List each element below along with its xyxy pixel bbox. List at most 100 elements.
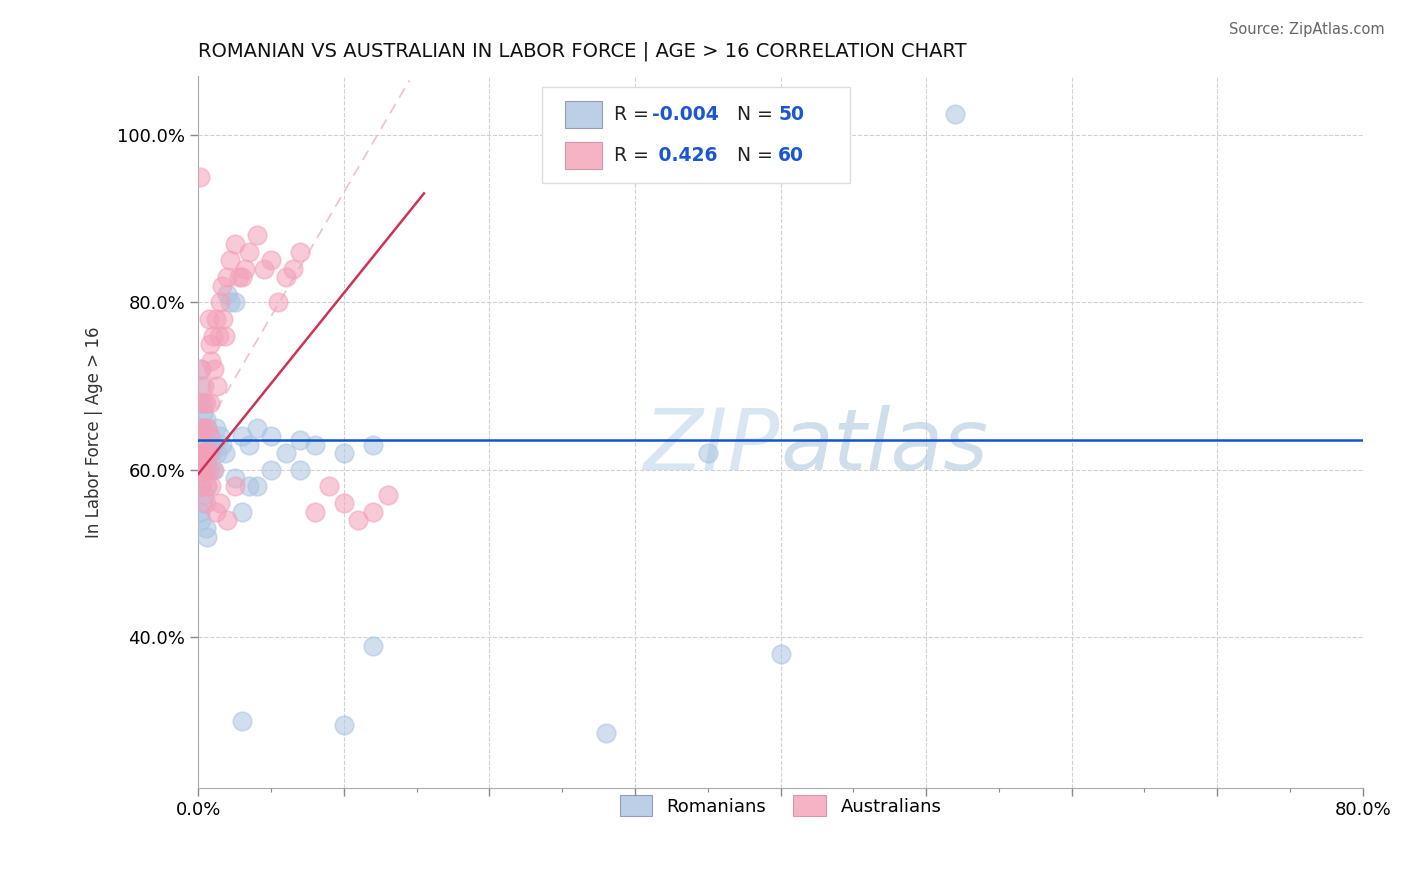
Text: 50: 50 <box>778 105 804 124</box>
Point <box>188 446 211 460</box>
Point <box>190 395 212 409</box>
Point <box>224 479 246 493</box>
Point <box>224 236 246 251</box>
Point <box>238 437 260 451</box>
Point <box>361 639 384 653</box>
Point <box>205 421 228 435</box>
Point <box>217 270 239 285</box>
Point <box>188 169 211 184</box>
Point <box>304 505 326 519</box>
Point <box>200 354 222 368</box>
Point <box>190 362 212 376</box>
Point <box>246 479 269 493</box>
Point <box>943 107 966 121</box>
Point <box>290 434 312 448</box>
Point <box>191 446 214 460</box>
Point <box>214 446 236 460</box>
Point <box>209 496 232 510</box>
Point <box>219 253 242 268</box>
Text: ROMANIAN VS AUSTRALIAN IN LABOR FORCE | AGE > 16 CORRELATION CHART: ROMANIAN VS AUSTRALIAN IN LABOR FORCE | … <box>198 42 967 62</box>
Point <box>274 270 297 285</box>
Point <box>228 270 250 285</box>
Point <box>202 362 225 376</box>
Point <box>202 463 225 477</box>
Point <box>260 463 283 477</box>
Point <box>190 379 212 393</box>
Point <box>191 463 214 477</box>
Point <box>201 463 224 477</box>
Point <box>233 261 256 276</box>
Point <box>333 496 356 510</box>
Point <box>188 446 211 460</box>
Text: -0.004: -0.004 <box>652 105 720 124</box>
Point <box>190 463 212 477</box>
Point <box>211 437 233 451</box>
Point <box>193 488 215 502</box>
Point <box>198 429 221 443</box>
Point <box>267 295 290 310</box>
Point <box>195 479 218 493</box>
Point <box>347 513 370 527</box>
Point <box>193 463 215 477</box>
Point <box>190 362 212 376</box>
Point <box>769 647 792 661</box>
Point <box>217 513 239 527</box>
FancyBboxPatch shape <box>565 142 602 169</box>
Point <box>253 261 276 276</box>
Point <box>188 395 211 409</box>
FancyBboxPatch shape <box>541 87 851 183</box>
Y-axis label: In Labor Force | Age > 16: In Labor Force | Age > 16 <box>86 326 103 538</box>
Point <box>290 463 312 477</box>
Text: 0.426: 0.426 <box>652 146 718 165</box>
Point <box>238 245 260 260</box>
Point <box>238 479 260 493</box>
Point <box>197 463 219 477</box>
Text: atlas: atlas <box>780 405 988 488</box>
Point <box>201 437 224 451</box>
Point <box>193 395 215 409</box>
Point <box>304 437 326 451</box>
Point <box>200 479 222 493</box>
Point <box>224 295 246 310</box>
Point <box>231 429 253 443</box>
Point <box>194 395 217 409</box>
Point <box>209 429 232 443</box>
Point <box>246 228 269 243</box>
Point <box>188 421 211 435</box>
Point <box>193 429 215 443</box>
Point <box>197 446 219 460</box>
Point <box>198 395 221 409</box>
Point <box>194 463 217 477</box>
Point <box>191 496 214 510</box>
Point <box>197 312 219 326</box>
Point <box>224 471 246 485</box>
Point <box>207 446 229 460</box>
Point <box>190 479 212 493</box>
Point <box>231 505 253 519</box>
Text: 60: 60 <box>778 146 804 165</box>
Point <box>200 446 222 460</box>
Point <box>209 295 232 310</box>
Point <box>260 429 283 443</box>
Point <box>195 421 218 435</box>
Point <box>198 463 221 477</box>
Point <box>231 270 253 285</box>
Point <box>195 446 218 460</box>
Point <box>191 446 214 460</box>
Point <box>208 328 231 343</box>
Point <box>191 421 214 435</box>
Point <box>361 437 384 451</box>
Point <box>217 286 239 301</box>
Point <box>219 295 242 310</box>
Point <box>318 479 340 493</box>
Point <box>207 379 229 393</box>
Point <box>205 505 228 519</box>
Point <box>290 245 312 260</box>
Point <box>190 513 212 527</box>
Point <box>246 421 269 435</box>
Point <box>260 253 283 268</box>
Point <box>194 446 217 460</box>
Point <box>190 437 212 451</box>
Point <box>231 714 253 728</box>
Point <box>595 726 617 740</box>
